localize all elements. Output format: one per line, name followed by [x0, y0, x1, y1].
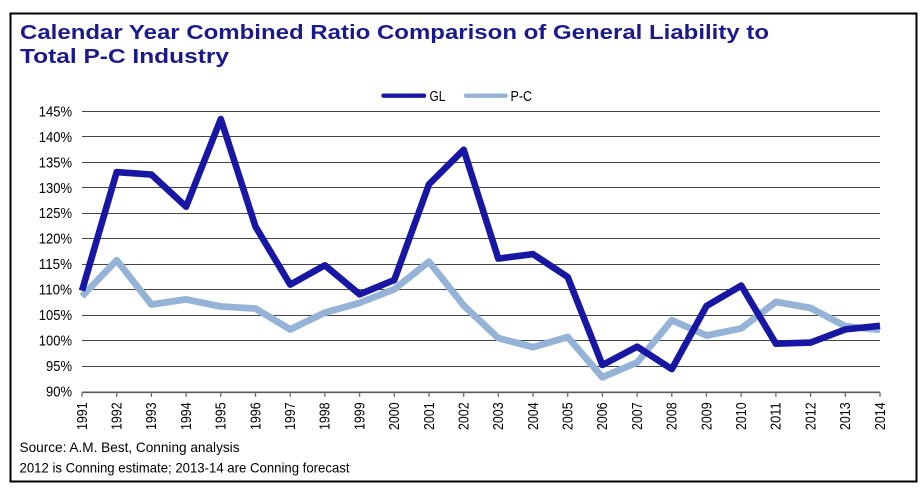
svg-text:2012: 2012 [802, 402, 819, 430]
svg-text:130%: 130% [39, 180, 72, 197]
svg-text:120%: 120% [39, 231, 72, 248]
svg-text:Source: A.M. Best, Conning ana: Source: A.M. Best, Conning analysis [20, 439, 240, 455]
svg-text:2010: 2010 [733, 402, 750, 430]
svg-text:145%: 145% [39, 103, 72, 120]
svg-text:2011: 2011 [768, 402, 785, 430]
svg-text:1991: 1991 [74, 402, 91, 430]
svg-text:2003: 2003 [490, 402, 507, 430]
svg-text:Total P-C Industry: Total P-C Industry [20, 46, 230, 68]
svg-text:2002: 2002 [456, 402, 473, 430]
svg-text:100%: 100% [39, 333, 72, 350]
svg-text:GL: GL [430, 88, 446, 105]
svg-text:Calendar Year Combined Ratio C: Calendar Year Combined Ratio Comparison … [20, 22, 769, 44]
svg-text:P-C: P-C [511, 88, 533, 105]
svg-text:2005: 2005 [560, 402, 577, 430]
svg-text:2006: 2006 [594, 402, 611, 430]
svg-text:1994: 1994 [178, 402, 195, 430]
svg-text:1997: 1997 [282, 402, 299, 430]
svg-text:105%: 105% [39, 307, 72, 324]
svg-text:2001: 2001 [421, 402, 438, 430]
svg-text:2000: 2000 [386, 402, 403, 430]
svg-text:110%: 110% [39, 282, 72, 299]
svg-text:1999: 1999 [351, 402, 368, 430]
svg-text:140%: 140% [39, 129, 72, 146]
svg-text:90%: 90% [46, 383, 72, 400]
svg-text:2012 is Conning estimate; 2013: 2012 is Conning estimate; 2013-14 are Co… [20, 460, 350, 476]
svg-text:1995: 1995 [213, 402, 230, 430]
svg-text:1998: 1998 [317, 402, 334, 430]
svg-text:135%: 135% [39, 154, 72, 171]
svg-text:2008: 2008 [664, 402, 681, 430]
svg-text:115%: 115% [39, 256, 72, 273]
svg-text:1993: 1993 [143, 402, 160, 430]
svg-text:95%: 95% [46, 358, 72, 375]
svg-text:2013: 2013 [837, 402, 854, 430]
svg-text:2007: 2007 [629, 402, 646, 430]
svg-text:2014: 2014 [872, 402, 889, 430]
svg-text:1996: 1996 [247, 402, 264, 430]
svg-text:1992: 1992 [109, 402, 126, 430]
svg-text:125%: 125% [39, 205, 72, 222]
svg-text:2009: 2009 [698, 402, 715, 430]
svg-text:2004: 2004 [525, 402, 542, 430]
